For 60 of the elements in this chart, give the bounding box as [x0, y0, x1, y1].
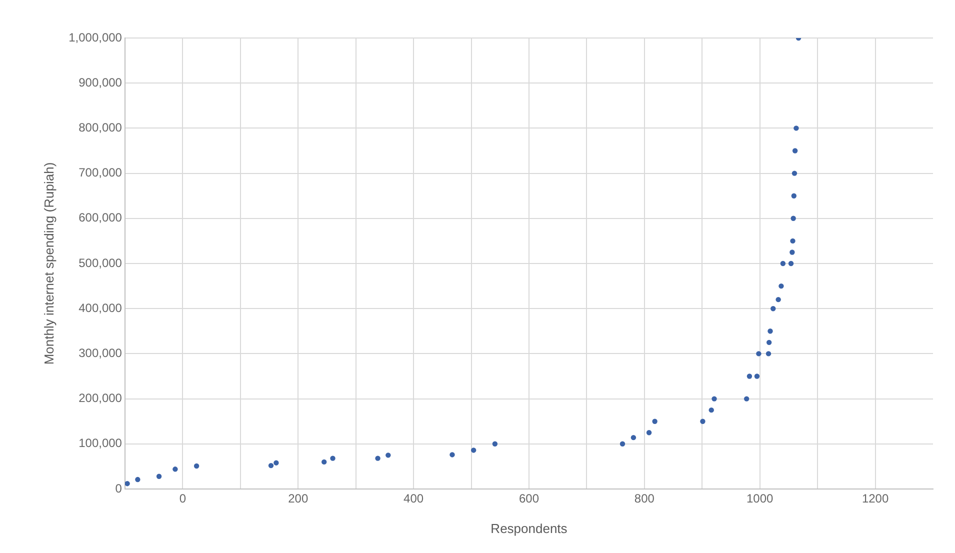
point [646, 430, 652, 436]
point [766, 340, 772, 346]
point [790, 250, 795, 255]
point [268, 462, 274, 468]
point [792, 148, 798, 154]
x-tick-label: 200 [288, 492, 308, 506]
y-tick-label: 700,000 [78, 166, 122, 180]
point [386, 452, 391, 458]
y-tick-label: 800,000 [78, 120, 122, 135]
point [746, 374, 752, 379]
point [780, 260, 786, 266]
point [450, 452, 455, 458]
y-tick-label: 200,000 [78, 391, 122, 406]
y-tick-label: 600,000 [78, 210, 122, 225]
point [156, 474, 162, 479]
point [274, 460, 279, 466]
x-tick-label: 400 [404, 492, 424, 506]
point [791, 193, 797, 198]
point [172, 466, 178, 472]
y-tick-label: 300,000 [78, 346, 122, 360]
x-tick-label: 1000 [746, 492, 774, 506]
point [135, 476, 140, 482]
point [712, 396, 717, 402]
y-tick-label: 500,000 [78, 256, 122, 270]
point [790, 238, 796, 244]
point [770, 306, 776, 312]
point [470, 448, 476, 453]
point [652, 418, 658, 424]
y-tick-label: 100,000 [78, 436, 122, 450]
point [492, 441, 498, 446]
y-tick-label: 900,000 [78, 75, 122, 90]
y-tick-label: 1,000,000 [68, 30, 122, 44]
x-tick-label: 600 [518, 492, 540, 506]
point [330, 456, 336, 461]
x-tick-label: 1200 [862, 492, 889, 506]
point [630, 434, 636, 440]
point [756, 351, 762, 356]
point [794, 126, 799, 131]
point [776, 296, 781, 302]
point [754, 374, 760, 379]
point [322, 459, 327, 465]
point [744, 396, 750, 402]
y-axis-title: Monthly internet spending (Rupiah) [41, 162, 56, 365]
point [620, 441, 626, 446]
point [124, 480, 130, 486]
y-tick-label: 400,000 [78, 300, 122, 315]
point [375, 456, 380, 461]
y-tick-label: 0 [115, 481, 122, 496]
x-tick-label: 800 [634, 492, 655, 506]
x-tick-label: 0 [179, 492, 186, 506]
point [792, 170, 798, 176]
point [778, 283, 784, 289]
x-axis-title: Respondents [490, 520, 568, 536]
point [788, 260, 794, 266]
point [766, 351, 772, 356]
point [790, 216, 796, 221]
point [768, 328, 773, 334]
point [700, 418, 706, 424]
point [708, 407, 714, 413]
point [194, 463, 200, 469]
